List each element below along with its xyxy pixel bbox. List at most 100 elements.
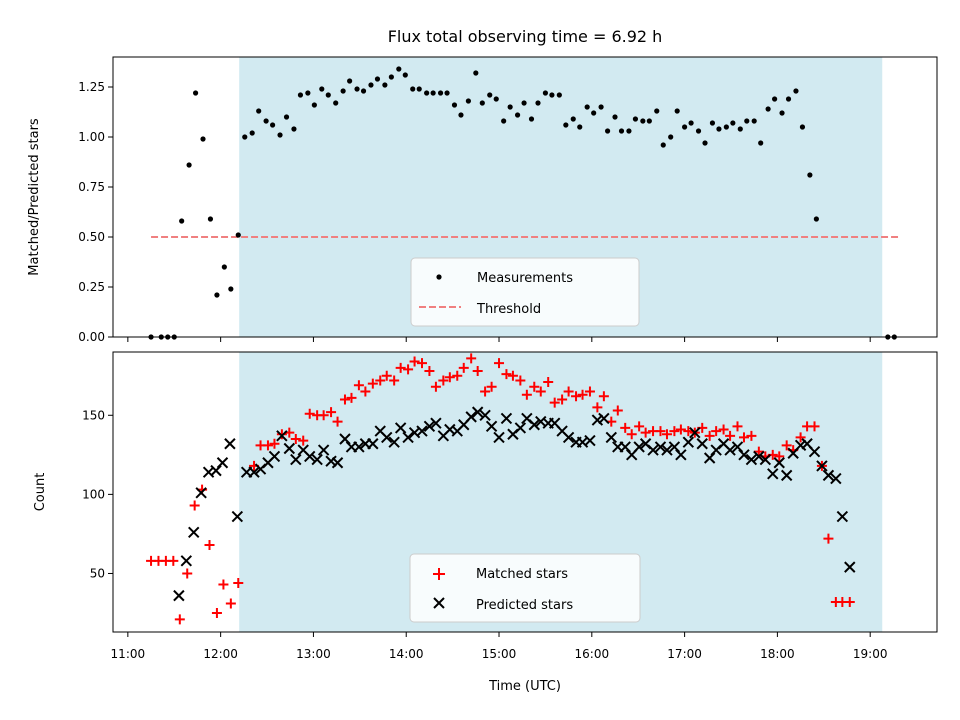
measurement-point [200, 136, 206, 142]
measurement-point [297, 92, 304, 98]
y-tick-label: 0.50 [78, 230, 105, 244]
measurement-point [501, 118, 507, 124]
matched-stars-point [823, 533, 834, 544]
measurement-point [179, 218, 185, 224]
measurement-point [654, 108, 660, 114]
measurement-point [396, 66, 402, 72]
measurement-point [744, 118, 750, 124]
measurement-point [458, 112, 464, 118]
predicted-stars-point [830, 472, 842, 485]
measurement-point [730, 120, 736, 126]
predicted-stars-point [290, 453, 302, 466]
measurement-point [640, 118, 646, 124]
measurement-point [270, 122, 276, 128]
measurement-point [799, 124, 806, 130]
y-tick-label: 0.25 [78, 280, 105, 294]
predicted-stars-point [682, 436, 695, 448]
matched-stars-point [844, 596, 855, 607]
x-tick-label: 19:00 [853, 647, 888, 661]
bottom-y-ticks: 50 100 150 [82, 408, 113, 580]
bottom-axes-frame [112, 351, 938, 633]
measurement-point [340, 88, 346, 94]
measurement-point [618, 128, 625, 134]
predicted-stars-point [605, 431, 618, 444]
matched-stars-point [683, 426, 694, 437]
matched-stars-point [360, 386, 371, 397]
measurement-point [416, 86, 422, 92]
predicted-stars-point [471, 406, 484, 418]
top-panel: 0.00 0.25 0.50 0.75 1.00 1.25 Matched/Predict… [27, 56, 938, 344]
matched-stars-point [381, 370, 392, 381]
measurement-point [277, 132, 283, 138]
matched-stars-point [332, 416, 343, 427]
matched-stars-point [466, 353, 477, 364]
matched-stars-legend-icon [433, 568, 445, 580]
measurement-point [682, 124, 688, 130]
predicted-stars-point [276, 430, 288, 442]
y-tick-label: 150 [82, 408, 105, 422]
measurement-point [528, 116, 535, 122]
measurement-point [709, 120, 716, 126]
predicted-stars-point [500, 412, 513, 425]
predicted-stars-point [598, 412, 610, 425]
x-tick-label: 11:00 [111, 647, 146, 661]
measurement-point [325, 92, 331, 98]
matched-stars-point [204, 539, 215, 550]
measurement-point [374, 76, 381, 82]
predicted-stars-point [753, 450, 765, 463]
matched-stars-point [494, 358, 505, 369]
matched-stars-point [543, 377, 554, 388]
measurement-point [626, 128, 632, 134]
matched-stars-point [395, 362, 406, 373]
matched-stars-legend-label: Matched stars [476, 567, 568, 582]
measurement-point [723, 124, 729, 130]
measurement-point [556, 92, 562, 98]
measurement-point [410, 86, 416, 92]
bottom-legend-box [409, 553, 641, 623]
measurement-point [779, 110, 785, 116]
measurement-point [214, 292, 220, 298]
matched-stars-point [732, 421, 743, 432]
predicted-stars-point [381, 431, 393, 444]
measurement-point [563, 122, 569, 128]
predicted-stars-point [689, 426, 701, 439]
matched-stars-point [612, 405, 623, 416]
matched-stars-point [598, 391, 609, 402]
x-tick-label: 15:00 [482, 647, 517, 661]
matched-stars-point [353, 380, 364, 391]
matched-stars-point [403, 364, 414, 375]
predicted-stars-point [479, 409, 491, 421]
matched-stars-point [367, 378, 378, 389]
measurement-point [751, 118, 757, 124]
matched-stars-point [718, 424, 729, 435]
measurement-point [382, 82, 388, 88]
predicted-stars-point [675, 449, 687, 461]
predicted-stars-point [703, 452, 716, 464]
measurement-point [612, 114, 618, 120]
measurement-point [598, 104, 604, 110]
measurement-point [263, 118, 269, 124]
measurement-point [535, 100, 541, 106]
predicted-stars-point [647, 444, 659, 456]
predicted-stars-point [388, 436, 400, 448]
measurement-point [354, 86, 360, 92]
predicted-stars-point [416, 425, 428, 437]
measurement-point [674, 108, 680, 114]
predicted-stars-legend-icon [433, 597, 445, 609]
matched-stars-point [233, 577, 244, 588]
measurement-point [521, 100, 527, 106]
matched-stars-point [438, 375, 449, 386]
matched-stars-point [563, 386, 574, 397]
measurement-point [695, 128, 702, 134]
matched-stars-point [472, 365, 483, 376]
y-tick-label: 100 [82, 487, 105, 501]
measurement-point [688, 120, 694, 126]
matched-stars-point [452, 370, 463, 381]
matched-stars-point [634, 421, 645, 432]
matched-stars-point [189, 500, 200, 511]
top-legend: Measurements Threshold [410, 257, 640, 327]
predicted-stars-point [844, 561, 856, 573]
predicted-stars-point [738, 449, 750, 461]
matched-stars-point [424, 365, 435, 376]
measurement-point [591, 110, 597, 116]
